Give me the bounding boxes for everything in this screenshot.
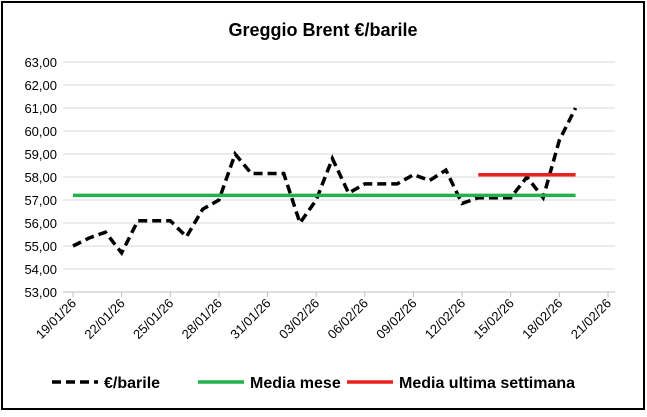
y-tick-label: 58,00 (24, 170, 57, 185)
y-tick-label: 57,00 (24, 193, 57, 208)
y-tick-label: 63,00 (24, 55, 57, 70)
y-tick-label: 53,00 (24, 285, 57, 300)
legend-label: Media mese (250, 375, 341, 392)
y-tick-label: 60,00 (24, 124, 57, 139)
legend-label: €/barile (104, 375, 160, 392)
legend-label: Media ultima settimana (399, 375, 575, 392)
y-tick-label: 62,00 (24, 78, 57, 93)
chart-border (1, 1, 645, 410)
y-tick-label: 54,00 (24, 262, 57, 277)
y-tick-label: 61,00 (24, 101, 57, 116)
chart-title: Greggio Brent €/barile (228, 20, 417, 40)
y-tick-label: 55,00 (24, 239, 57, 254)
series-line (72, 107, 578, 257)
y-tick-label: 59,00 (24, 147, 57, 162)
y-tick-label: 56,00 (24, 216, 57, 231)
